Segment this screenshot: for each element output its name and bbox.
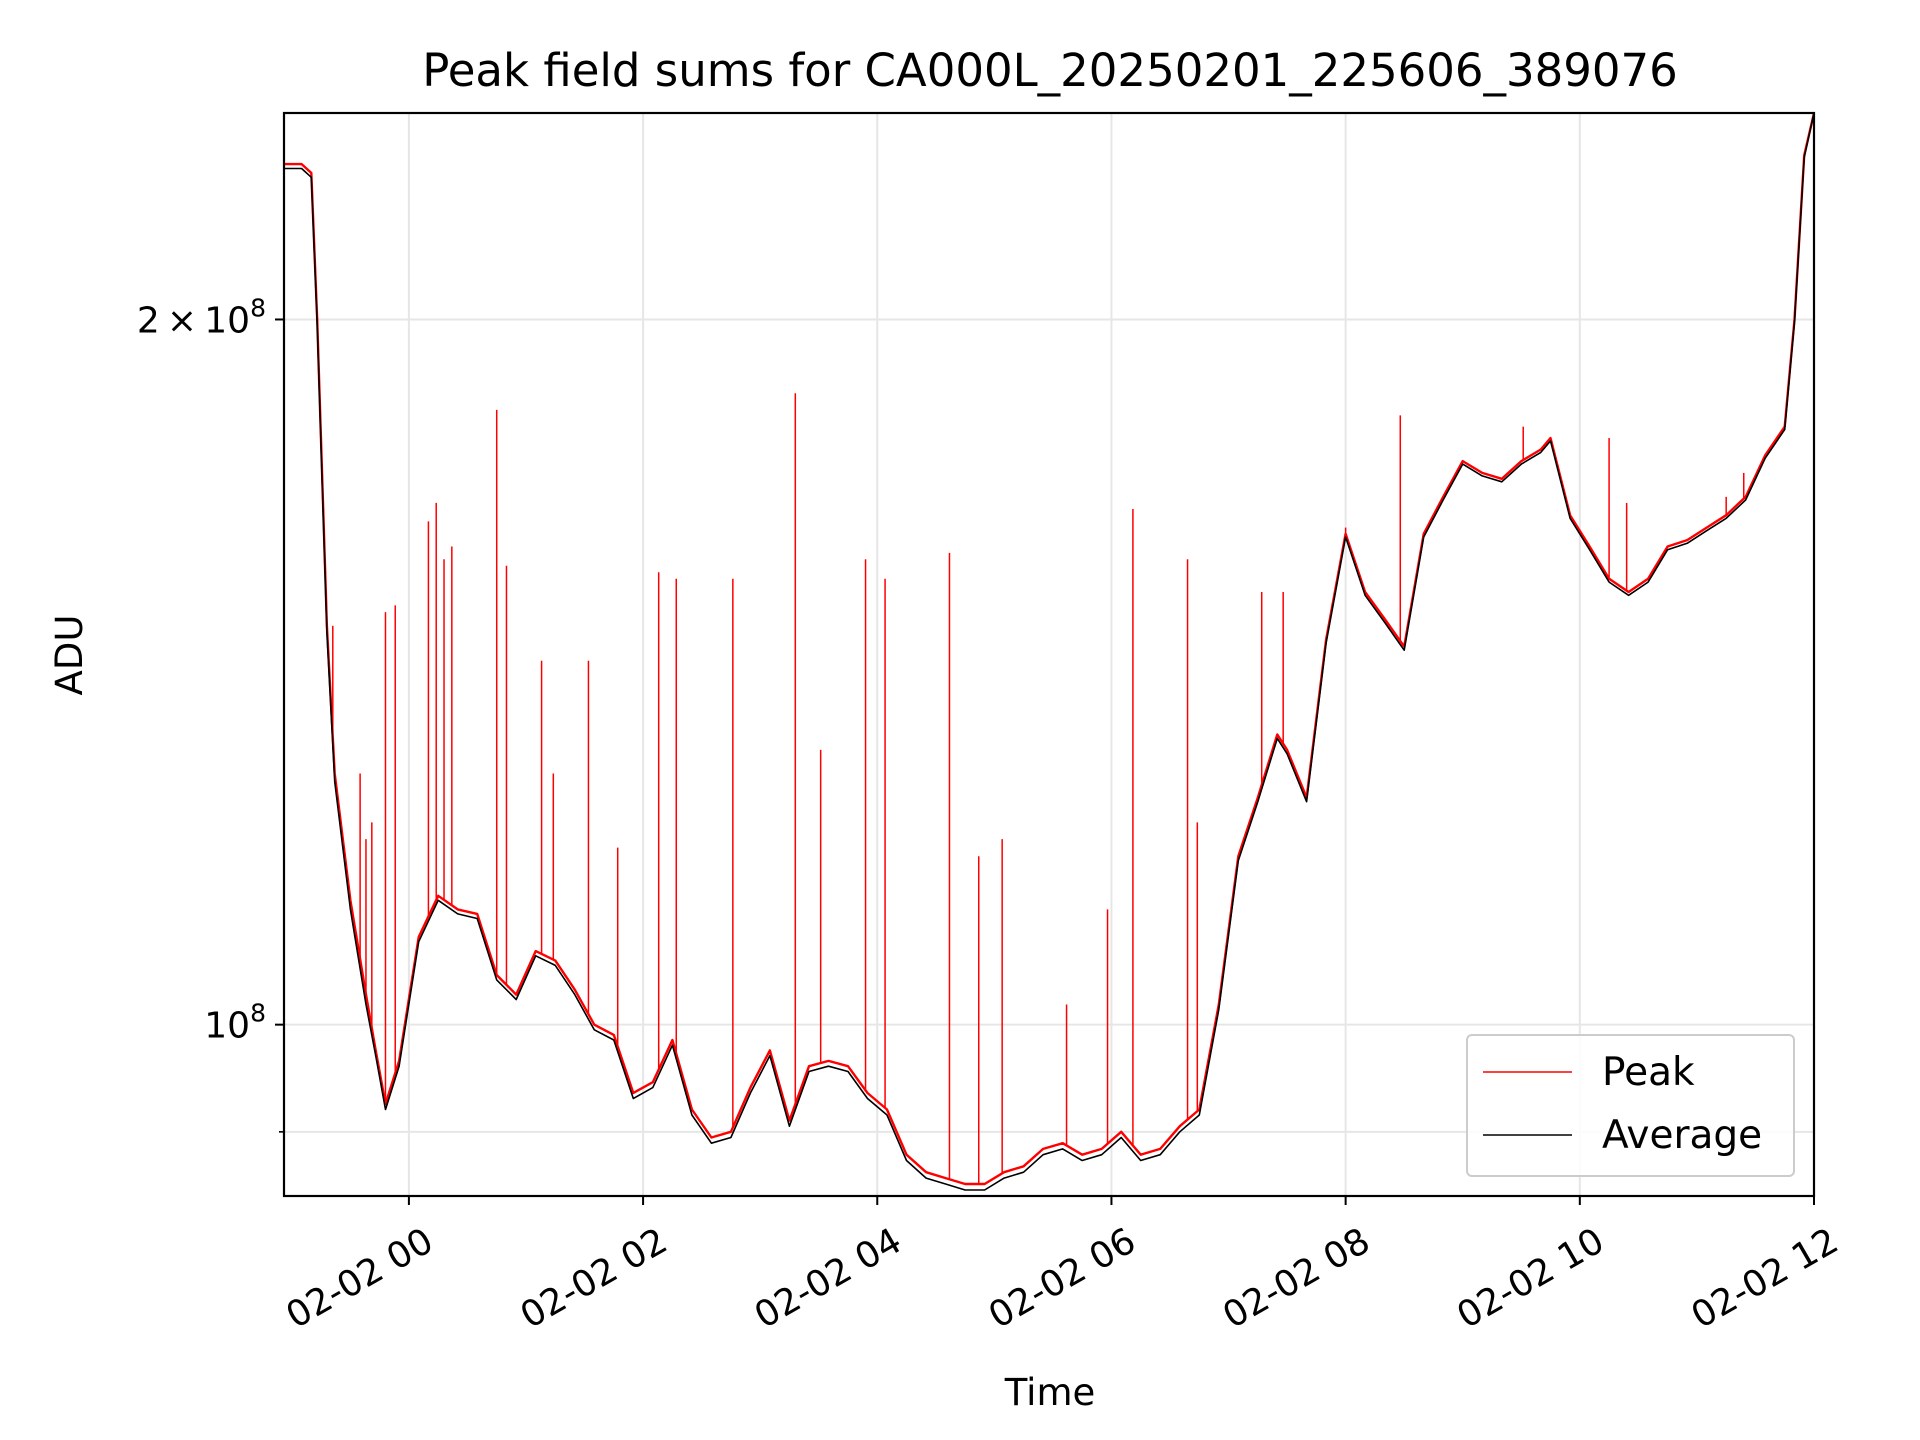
y-tick-label: 2 × 108 (137, 293, 266, 341)
series-lines (284, 113, 1814, 1191)
legend-peak-label: Peak (1602, 1050, 1695, 1095)
y-axis-ticks: 2 × 108 108 (137, 293, 284, 1133)
chart-title: Peak field sums for CA000L_20250201_2256… (422, 44, 1678, 97)
series-line-average (284, 113, 1814, 1191)
peak-spikes (332, 393, 1745, 1185)
y-axis-label: ADU (48, 615, 91, 696)
plot-frame (282, 111, 1816, 1198)
legend-box (1466, 1034, 1795, 1177)
legend-average-label: Average (1602, 1113, 1762, 1158)
legend: Peak Average (1466, 1034, 1795, 1177)
y-tick-label: 108 (204, 999, 266, 1047)
x-axis-label: Time (1004, 1371, 1096, 1414)
